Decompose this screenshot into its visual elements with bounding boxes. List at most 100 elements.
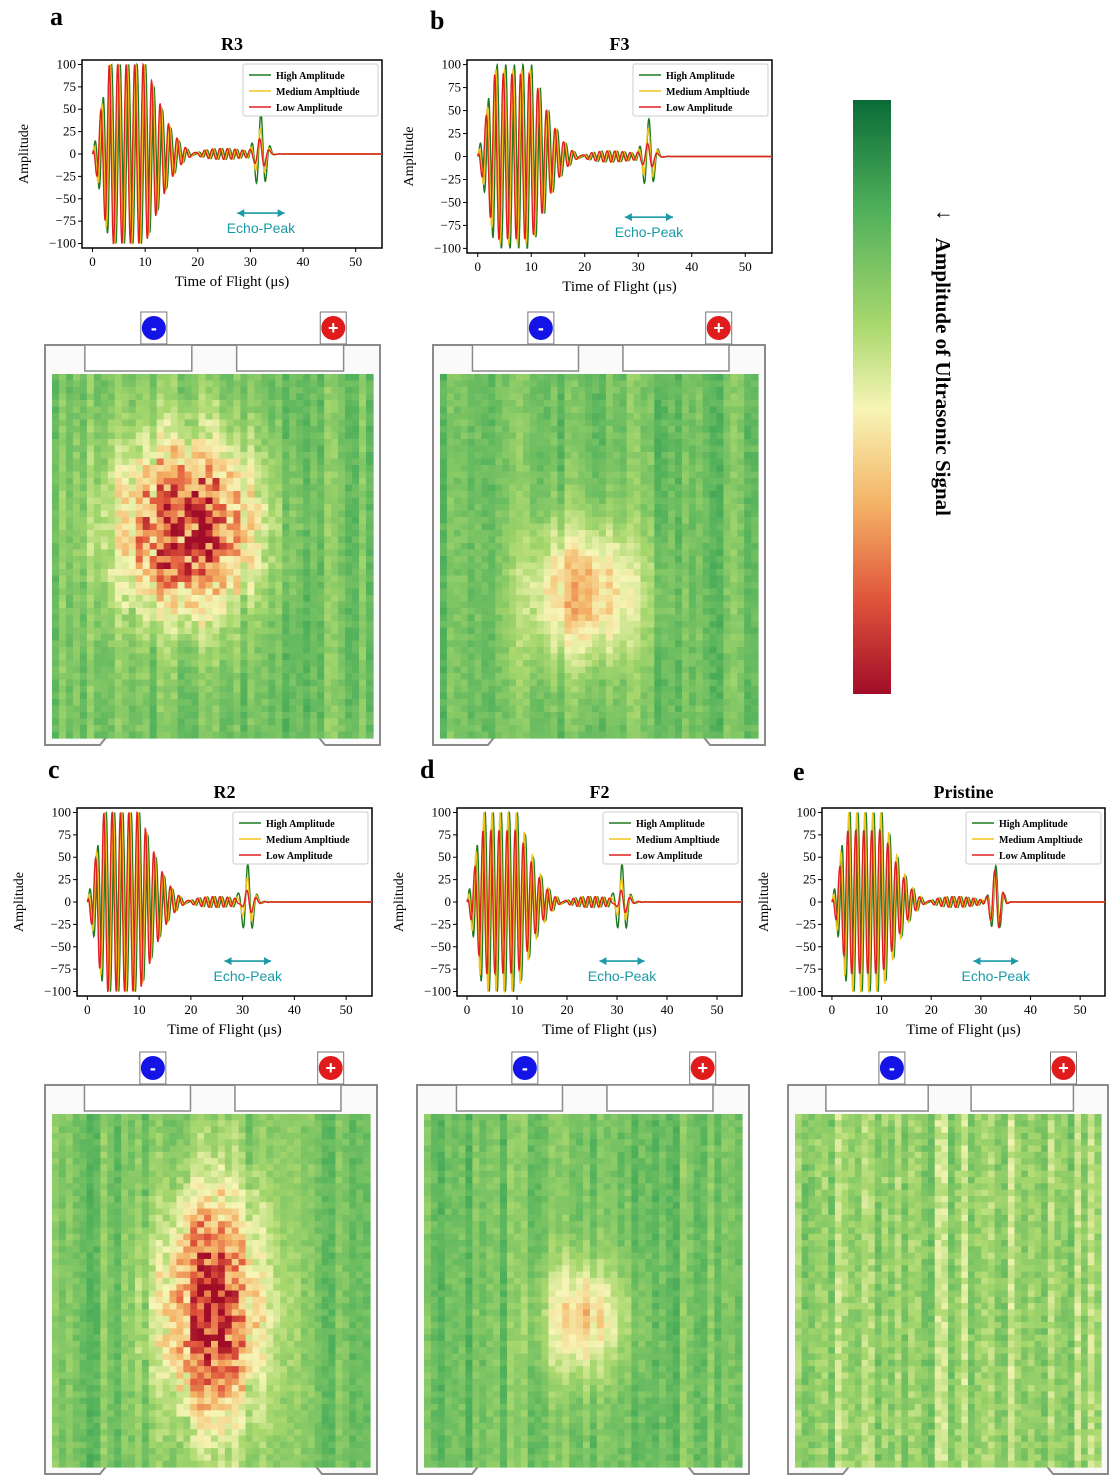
y-tick-label: 100 — [432, 804, 452, 819]
positive-tab — [235, 1085, 341, 1111]
negative-tab — [456, 1085, 562, 1111]
x-tick-label: 20 — [184, 1002, 197, 1017]
y-axis-label: Amplitude — [757, 872, 772, 932]
legend-label-3: Low Amplitude — [999, 851, 1066, 862]
y-tick-label: 50 — [438, 849, 451, 864]
x-tick-label: 10 — [875, 1002, 888, 1017]
positive-tab — [607, 1085, 713, 1111]
x-tick-label: 20 — [191, 254, 204, 269]
x-tick-label: 40 — [1024, 1002, 1037, 1017]
y-tick-label: −100 — [44, 984, 71, 999]
y-tick-label: −100 — [49, 236, 76, 251]
ultrasonic-map-pristine: -+ — [783, 1050, 1113, 1479]
legend-label-1: High Amplitude — [666, 71, 735, 82]
ultrasonic-map-f3: -+ — [428, 310, 770, 750]
y-tick-label: −100 — [424, 984, 451, 999]
x-tick-label: 30 — [244, 254, 257, 269]
panel-letter-a: a — [50, 2, 63, 32]
scan-map-cells — [52, 1114, 371, 1468]
x-tick-label: 30 — [236, 1002, 249, 1017]
x-tick-label: 0 — [464, 1002, 471, 1017]
y-axis-label: Amplitude — [12, 872, 27, 932]
y-tick-label: −100 — [434, 240, 461, 255]
chart-title: Pristine — [934, 782, 994, 802]
colorbar-arrow: ↑ — [930, 210, 955, 221]
legend-label-3: Low Amplitude — [276, 103, 343, 114]
x-tick-label: 40 — [288, 1002, 301, 1017]
y-tick-label: 100 — [57, 56, 77, 71]
x-tick-label: 0 — [89, 254, 96, 269]
y-tick-label: −50 — [441, 194, 461, 209]
positive-terminal-symbol: + — [1058, 1058, 1069, 1078]
x-tick-label: 40 — [661, 1002, 674, 1017]
y-tick-label: −25 — [56, 168, 76, 183]
echo-peak-label: Echo-Peak — [227, 220, 296, 236]
x-tick-label: 50 — [340, 1002, 353, 1017]
y-tick-label: −50 — [51, 939, 71, 954]
legend-label-1: High Amplitude — [276, 71, 345, 82]
chart-title: R3 — [221, 34, 243, 54]
positive-terminal-symbol: + — [328, 318, 339, 338]
x-tick-label: 50 — [739, 259, 752, 274]
echo-peak-label: Echo-Peak — [588, 968, 657, 984]
x-tick-label: 0 — [829, 1002, 836, 1017]
x-axis-label: Time of Flight (μs) — [542, 1022, 657, 1038]
y-tick-label: 75 — [448, 80, 461, 95]
x-tick-label: 40 — [297, 254, 310, 269]
negative-terminal-symbol: - — [151, 318, 157, 338]
x-axis-label: Time of Flight (μs) — [906, 1022, 1021, 1038]
y-tick-label: −75 — [441, 217, 461, 232]
y-tick-label: −50 — [796, 939, 816, 954]
colorbar-gradient — [853, 100, 891, 694]
ultrasonic-map-r2: -+ — [40, 1050, 382, 1479]
y-tick-label: 100 — [797, 804, 817, 819]
legend-label-1: High Amplitude — [636, 819, 705, 830]
y-tick-label: 75 — [58, 827, 71, 842]
positive-terminal-symbol: + — [697, 1058, 708, 1078]
y-tick-label: 0 — [810, 894, 817, 909]
y-tick-label: 75 — [438, 827, 451, 842]
x-tick-label: 10 — [133, 1002, 146, 1017]
y-tick-label: −50 — [431, 939, 451, 954]
legend-label-2: Medium Ampltiude — [636, 835, 720, 846]
y-tick-label: 0 — [445, 894, 452, 909]
y-tick-label: 75 — [63, 79, 76, 94]
y-tick-label: −75 — [51, 961, 71, 976]
legend-label-2: Medium Ampltiude — [666, 87, 750, 98]
y-tick-label: −50 — [56, 191, 76, 206]
negative-tab — [826, 1085, 928, 1111]
negative-terminal-symbol: - — [522, 1058, 528, 1078]
legend-label-1: High Amplitude — [999, 819, 1068, 830]
ultrasonic-map-r3: -+ — [40, 310, 385, 750]
y-axis-label: Amplitude — [17, 124, 32, 184]
echo-peak-label: Echo-Peak — [962, 968, 1031, 984]
positive-terminal-symbol: + — [713, 318, 724, 338]
colorbar — [853, 100, 891, 694]
y-tick-label: 0 — [65, 894, 72, 909]
x-tick-label: 10 — [139, 254, 152, 269]
x-axis-label: Time of Flight (μs) — [562, 279, 677, 295]
chart-title: F2 — [590, 782, 610, 802]
legend-label-2: Medium Ampltiude — [266, 835, 350, 846]
y-tick-label: 50 — [448, 103, 461, 118]
x-tick-label: 20 — [925, 1002, 938, 1017]
y-tick-label: 50 — [63, 101, 76, 116]
negative-tab — [472, 345, 578, 371]
y-tick-label: 100 — [52, 804, 72, 819]
y-tick-label: −100 — [789, 984, 816, 999]
y-tick-label: 100 — [442, 57, 462, 72]
echo-peak-label: Echo-Peak — [615, 224, 684, 240]
colorbar-title-text: Amplitude of Ultrasonic Signal — [931, 238, 955, 516]
x-tick-label: 40 — [685, 259, 698, 274]
y-tick-label: 50 — [58, 849, 71, 864]
echo-peak-label: Echo-Peak — [214, 968, 283, 984]
y-tick-label: 25 — [448, 126, 461, 141]
legend-label-2: Medium Ampltiude — [276, 87, 360, 98]
y-tick-label: 25 — [58, 872, 71, 887]
negative-tab — [85, 345, 192, 371]
legend-label-3: Low Amplitude — [266, 851, 333, 862]
